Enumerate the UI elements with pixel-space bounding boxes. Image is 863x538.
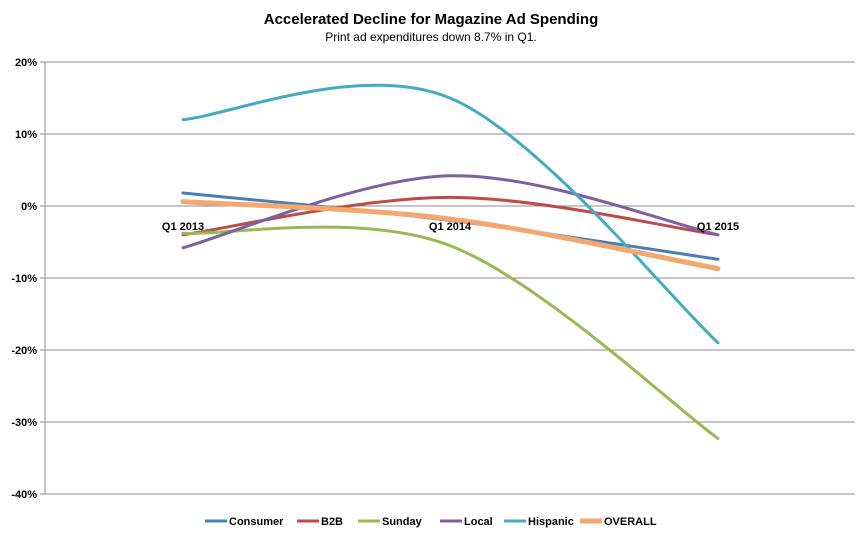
x-axis-labels: Q1 2013 Q1 2014 Q1 2015 — [162, 221, 739, 233]
legend-label-overall: OVERALL — [604, 516, 657, 528]
series-line-hispanic — [181, 83, 720, 345]
series-lines — [180, 83, 721, 441]
legend-label-hispanic: Hispanic — [528, 516, 574, 528]
legend-label-sunday: Sunday — [382, 516, 423, 528]
y-tick-label: -10% — [11, 273, 37, 285]
series-line-b2b — [181, 195, 720, 237]
y-tick-label: -30% — [11, 417, 37, 429]
legend-label-b2b: B2B — [321, 516, 343, 528]
y-axis: 20% 10% 0% -10% -20% -30% -40% — [11, 57, 46, 501]
y-tick-label: -40% — [11, 489, 37, 501]
legend-label-consumer: Consumer — [229, 516, 284, 528]
y-tick-label: -20% — [11, 345, 37, 357]
legend: Consumer B2B Sunday Local Hispanic OVERALL — [205, 516, 657, 528]
series-line-overall — [180, 199, 721, 272]
chart-title: Accelerated Decline for Magazine Ad Spen… — [264, 11, 599, 28]
x-tick-label: Q1 2014 — [429, 221, 472, 233]
gridlines — [45, 61, 855, 495]
x-tick-label: Q1 2015 — [697, 221, 739, 233]
chart-subtitle: Print ad expenditures down 8.7% in Q1. — [325, 30, 536, 44]
y-tick-label: 0% — [21, 201, 37, 213]
legend-label-local: Local — [464, 516, 493, 528]
y-tick-label: 10% — [15, 129, 37, 141]
series-line-sunday — [181, 225, 720, 441]
series-line-local — [181, 174, 720, 250]
x-tick-label: Q1 2013 — [162, 221, 204, 233]
y-tick-label: 20% — [15, 57, 37, 69]
